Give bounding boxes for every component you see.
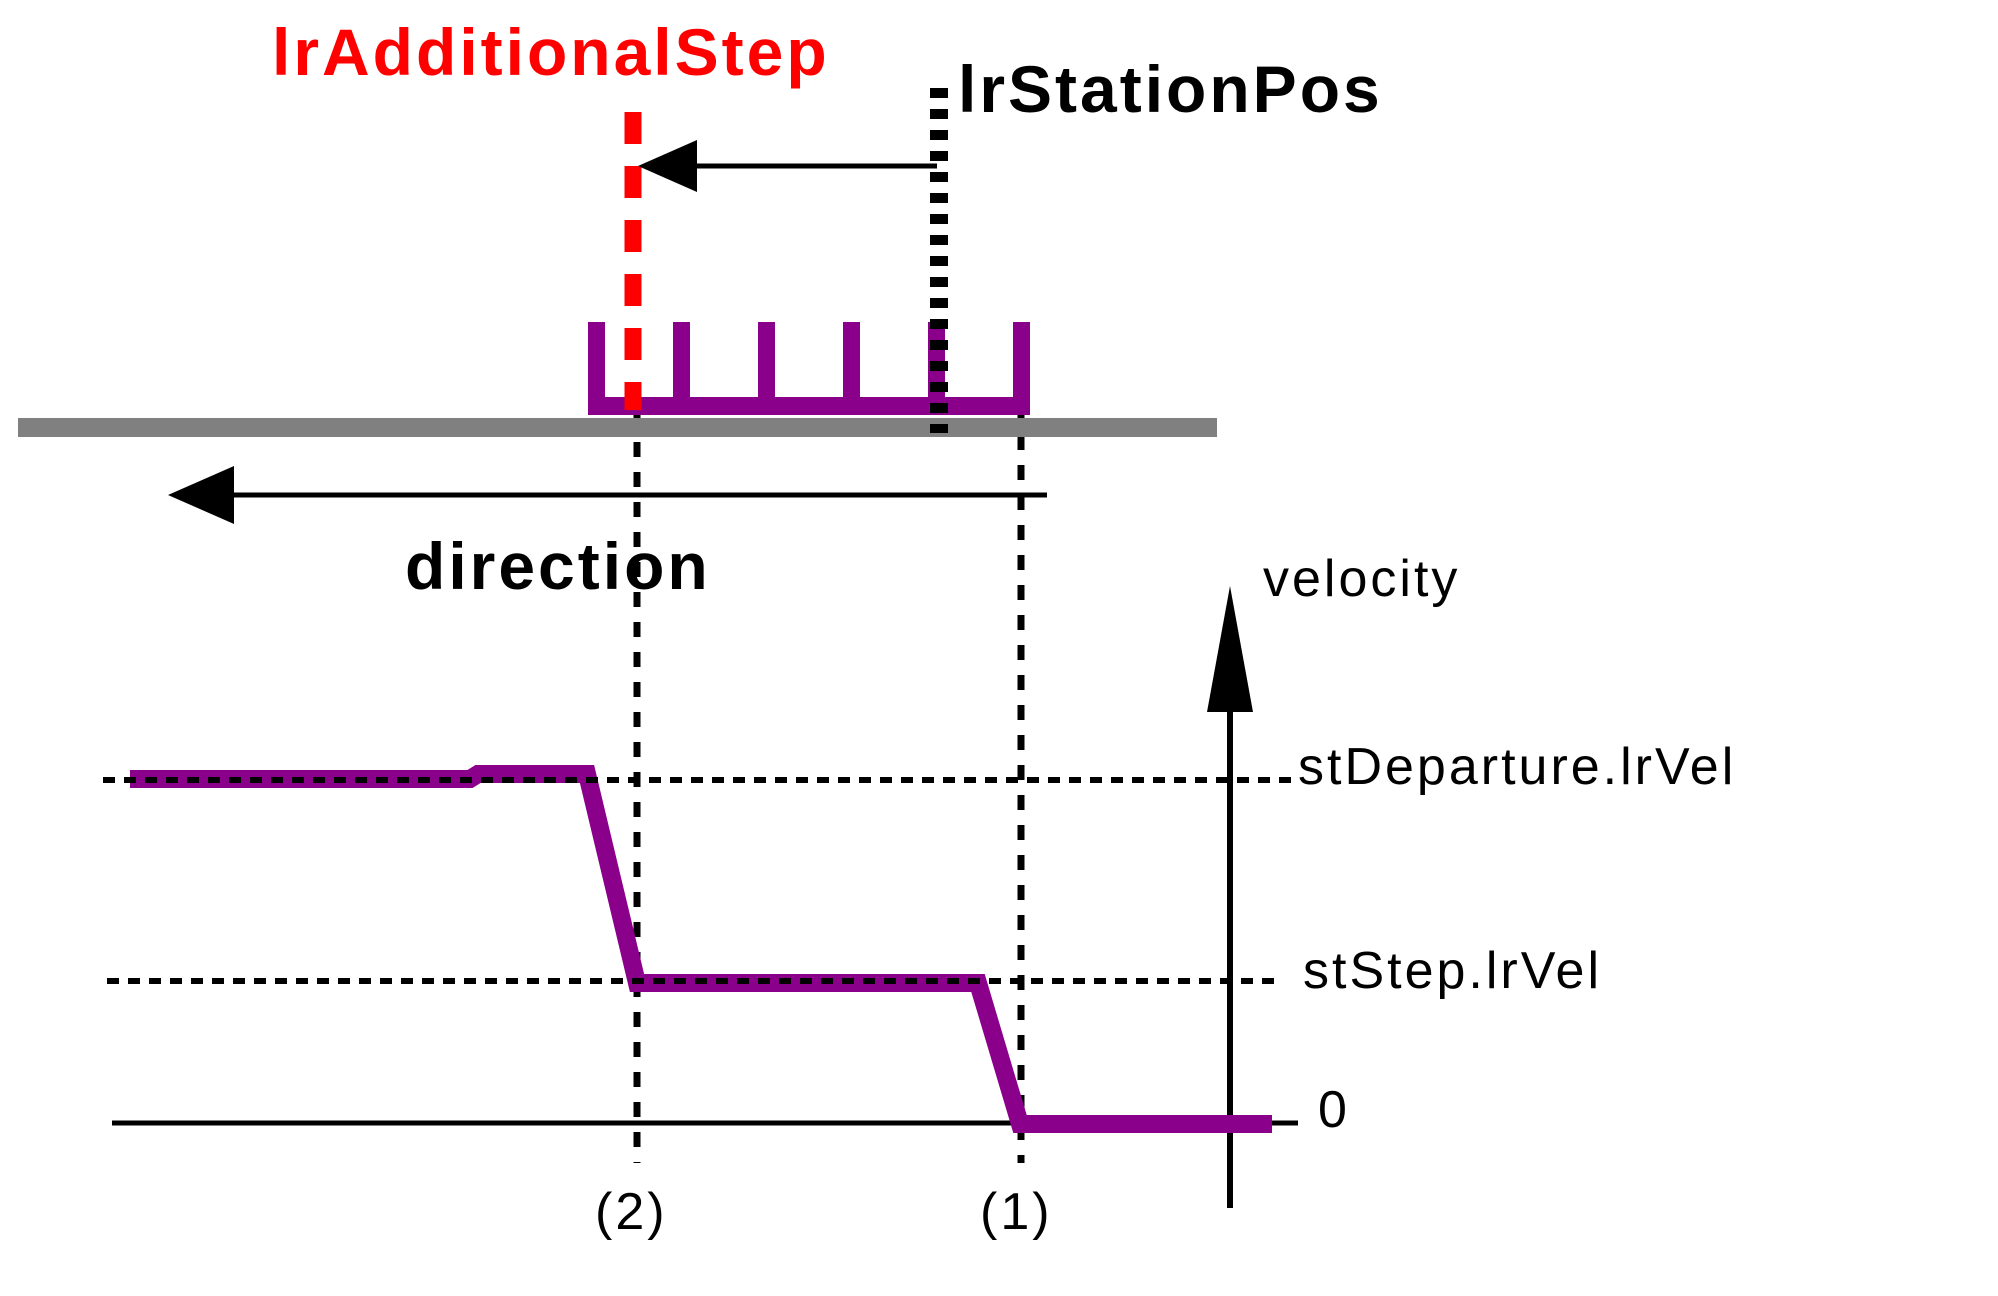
comb-tooth <box>588 322 605 402</box>
direction-arrow <box>168 466 1047 524</box>
comb-tooth <box>673 322 690 402</box>
velocity-axis-arrowhead-icon <box>1207 586 1253 712</box>
additional-step-label: lrAdditionalStep <box>272 15 830 89</box>
departure-vel-label: stDeparture.lrVel <box>1298 738 1737 796</box>
comb-tooth <box>1013 322 1030 402</box>
comb-base <box>588 397 1030 415</box>
velocity-profile-curve <box>130 765 1272 1133</box>
comb-tooth <box>843 322 860 402</box>
velocity-axis-label: velocity <box>1263 550 1461 608</box>
offset-arrowhead-icon <box>638 140 697 192</box>
zero-level-label: 0 <box>1318 1081 1350 1139</box>
offset-arrow <box>638 140 937 192</box>
ground-bar <box>18 418 1217 437</box>
direction-label: direction <box>405 529 711 603</box>
station-pos-label: lrStationPos <box>958 52 1383 126</box>
direction-arrowhead-icon <box>168 466 234 524</box>
marker-2-label: (2) <box>595 1183 668 1241</box>
velocity-axis <box>1207 586 1253 1208</box>
step-vel-label: stStep.lrVel <box>1303 942 1603 1000</box>
station-comb <box>588 322 1030 415</box>
comb-tooth <box>758 322 775 402</box>
marker-1-label: (1) <box>980 1183 1053 1241</box>
